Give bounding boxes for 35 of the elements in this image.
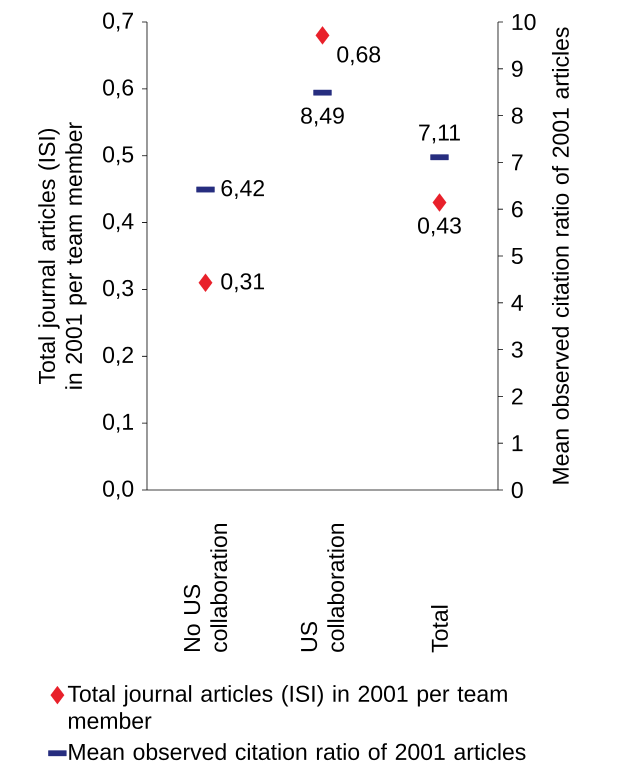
x-tick-label: US collaboration <box>300 524 344 652</box>
data-label: 8,49 <box>301 108 344 127</box>
legend-label: Total journal articles (ISI) in 2001 per team member <box>68 685 507 729</box>
y2-tick-label: 4 <box>511 294 523 311</box>
y-tick-label: 0,3 <box>103 280 134 299</box>
y2-tick-label: 0 <box>512 482 523 498</box>
data-label: 0,43 <box>418 217 461 236</box>
data-label: 0,31 <box>221 273 264 292</box>
y-tick-label: 0,5 <box>103 146 134 166</box>
y-tick-label: 0,2 <box>103 346 133 366</box>
y2-axis-title: Mean observed citation ratio of 2001 articles <box>552 27 569 484</box>
y-tick-label: 0,6 <box>103 79 134 98</box>
data-label: 6,42 <box>222 180 264 200</box>
point <box>198 274 212 292</box>
point <box>432 193 446 212</box>
y2-tick-label: 2 <box>512 388 522 404</box>
y2-tick-label: 6 <box>512 201 523 218</box>
y2-tick-label: 1 <box>512 435 523 452</box>
x-tick-label: No US collaboration <box>184 524 228 652</box>
y2-tick-label: 5 <box>512 248 523 264</box>
y-tick-label: 0,4 <box>103 213 134 232</box>
y2-tick-label: 7 <box>512 154 522 170</box>
point <box>316 26 330 45</box>
y2-tick-label: 8 <box>512 107 523 124</box>
y2-tick-label: 10 <box>512 14 536 30</box>
y-axis-title: Total journal articles (ISI) in 2001 per team member <box>38 122 87 389</box>
data-label: 0,68 <box>337 46 380 66</box>
data-label: 7,11 <box>419 124 460 144</box>
y-tick-label: 0,7 <box>103 12 133 32</box>
y2-tick-label: 3 <box>512 341 523 358</box>
x-tick-label: Total <box>431 606 448 652</box>
y-tick-label: 0,1 <box>103 414 134 433</box>
legend-label: Mean observed citation ratio of 2001 articles <box>69 743 526 760</box>
y-tick-label: 0,0 <box>103 480 134 500</box>
y2-tick-label: 9 <box>512 60 523 77</box>
